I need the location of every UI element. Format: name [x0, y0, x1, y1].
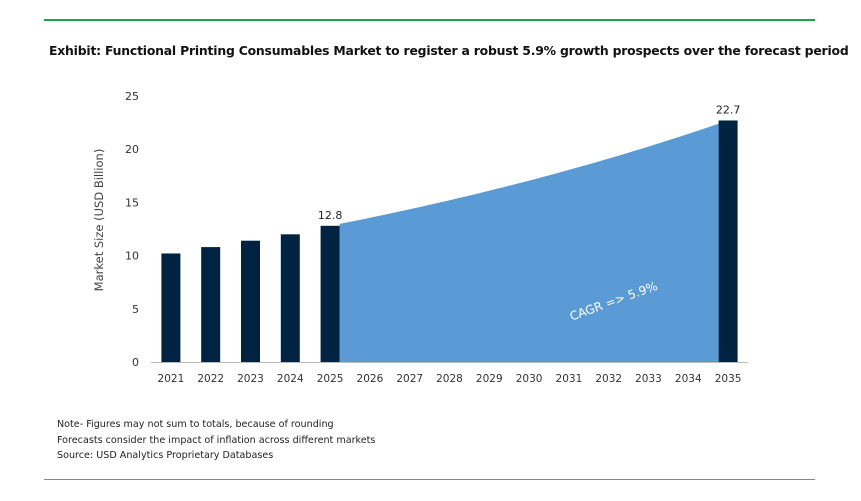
x-tick-label: 2028 [436, 373, 463, 385]
x-tick-label: 2035 [715, 373, 742, 385]
bar-2024 [280, 234, 300, 362]
x-tick-label: 2027 [396, 373, 423, 385]
note-rounding: Note- Figures may not sum to totals, bec… [57, 419, 334, 430]
x-tick-label: 2030 [516, 373, 543, 385]
y-tick-label: 5 [132, 303, 139, 316]
y-tick-label: 10 [125, 250, 139, 263]
bar-2035 [718, 120, 738, 362]
bar-2021 [161, 253, 181, 362]
x-tick-label: 2034 [675, 373, 702, 385]
x-tick-label: 2024 [277, 373, 304, 385]
x-tick-label: 2033 [635, 373, 662, 385]
x-tick-label: 2029 [476, 373, 503, 385]
x-tick-label: 2022 [197, 373, 224, 385]
data-label-2025: 12.8 [318, 209, 343, 222]
y-axis-title: Market Size (USD Billion) [92, 149, 106, 292]
cagr-area [339, 123, 719, 362]
x-tick-label: 2032 [595, 373, 622, 385]
x-tick-label: 2031 [556, 373, 583, 385]
chart-title: Exhibit: Functional Printing Consumables… [49, 43, 849, 58]
bar-2023 [241, 240, 260, 362]
note-source: Source: USD Analytics Proprietary Databa… [57, 450, 274, 461]
y-tick-label: 25 [125, 90, 139, 103]
y-tick-label: 0 [132, 356, 139, 369]
y-tick-label: 20 [125, 143, 139, 156]
x-tick-label: 2021 [158, 373, 185, 385]
y-tick-label: 15 [125, 196, 139, 209]
bar-2025 [320, 225, 340, 362]
bottom-line [44, 479, 815, 480]
top-accent-line [44, 19, 815, 21]
bar-2022 [201, 247, 221, 362]
x-tick-label: 2025 [317, 373, 344, 385]
x-tick-label: 2023 [237, 373, 264, 385]
note-inflation: Forecasts consider the impact of inflati… [57, 434, 376, 446]
notes: Note- Figures may not sum to totals, bec… [57, 417, 375, 464]
x-tick-label: 2026 [357, 373, 384, 385]
data-label-2035: 22.7 [716, 103, 741, 116]
